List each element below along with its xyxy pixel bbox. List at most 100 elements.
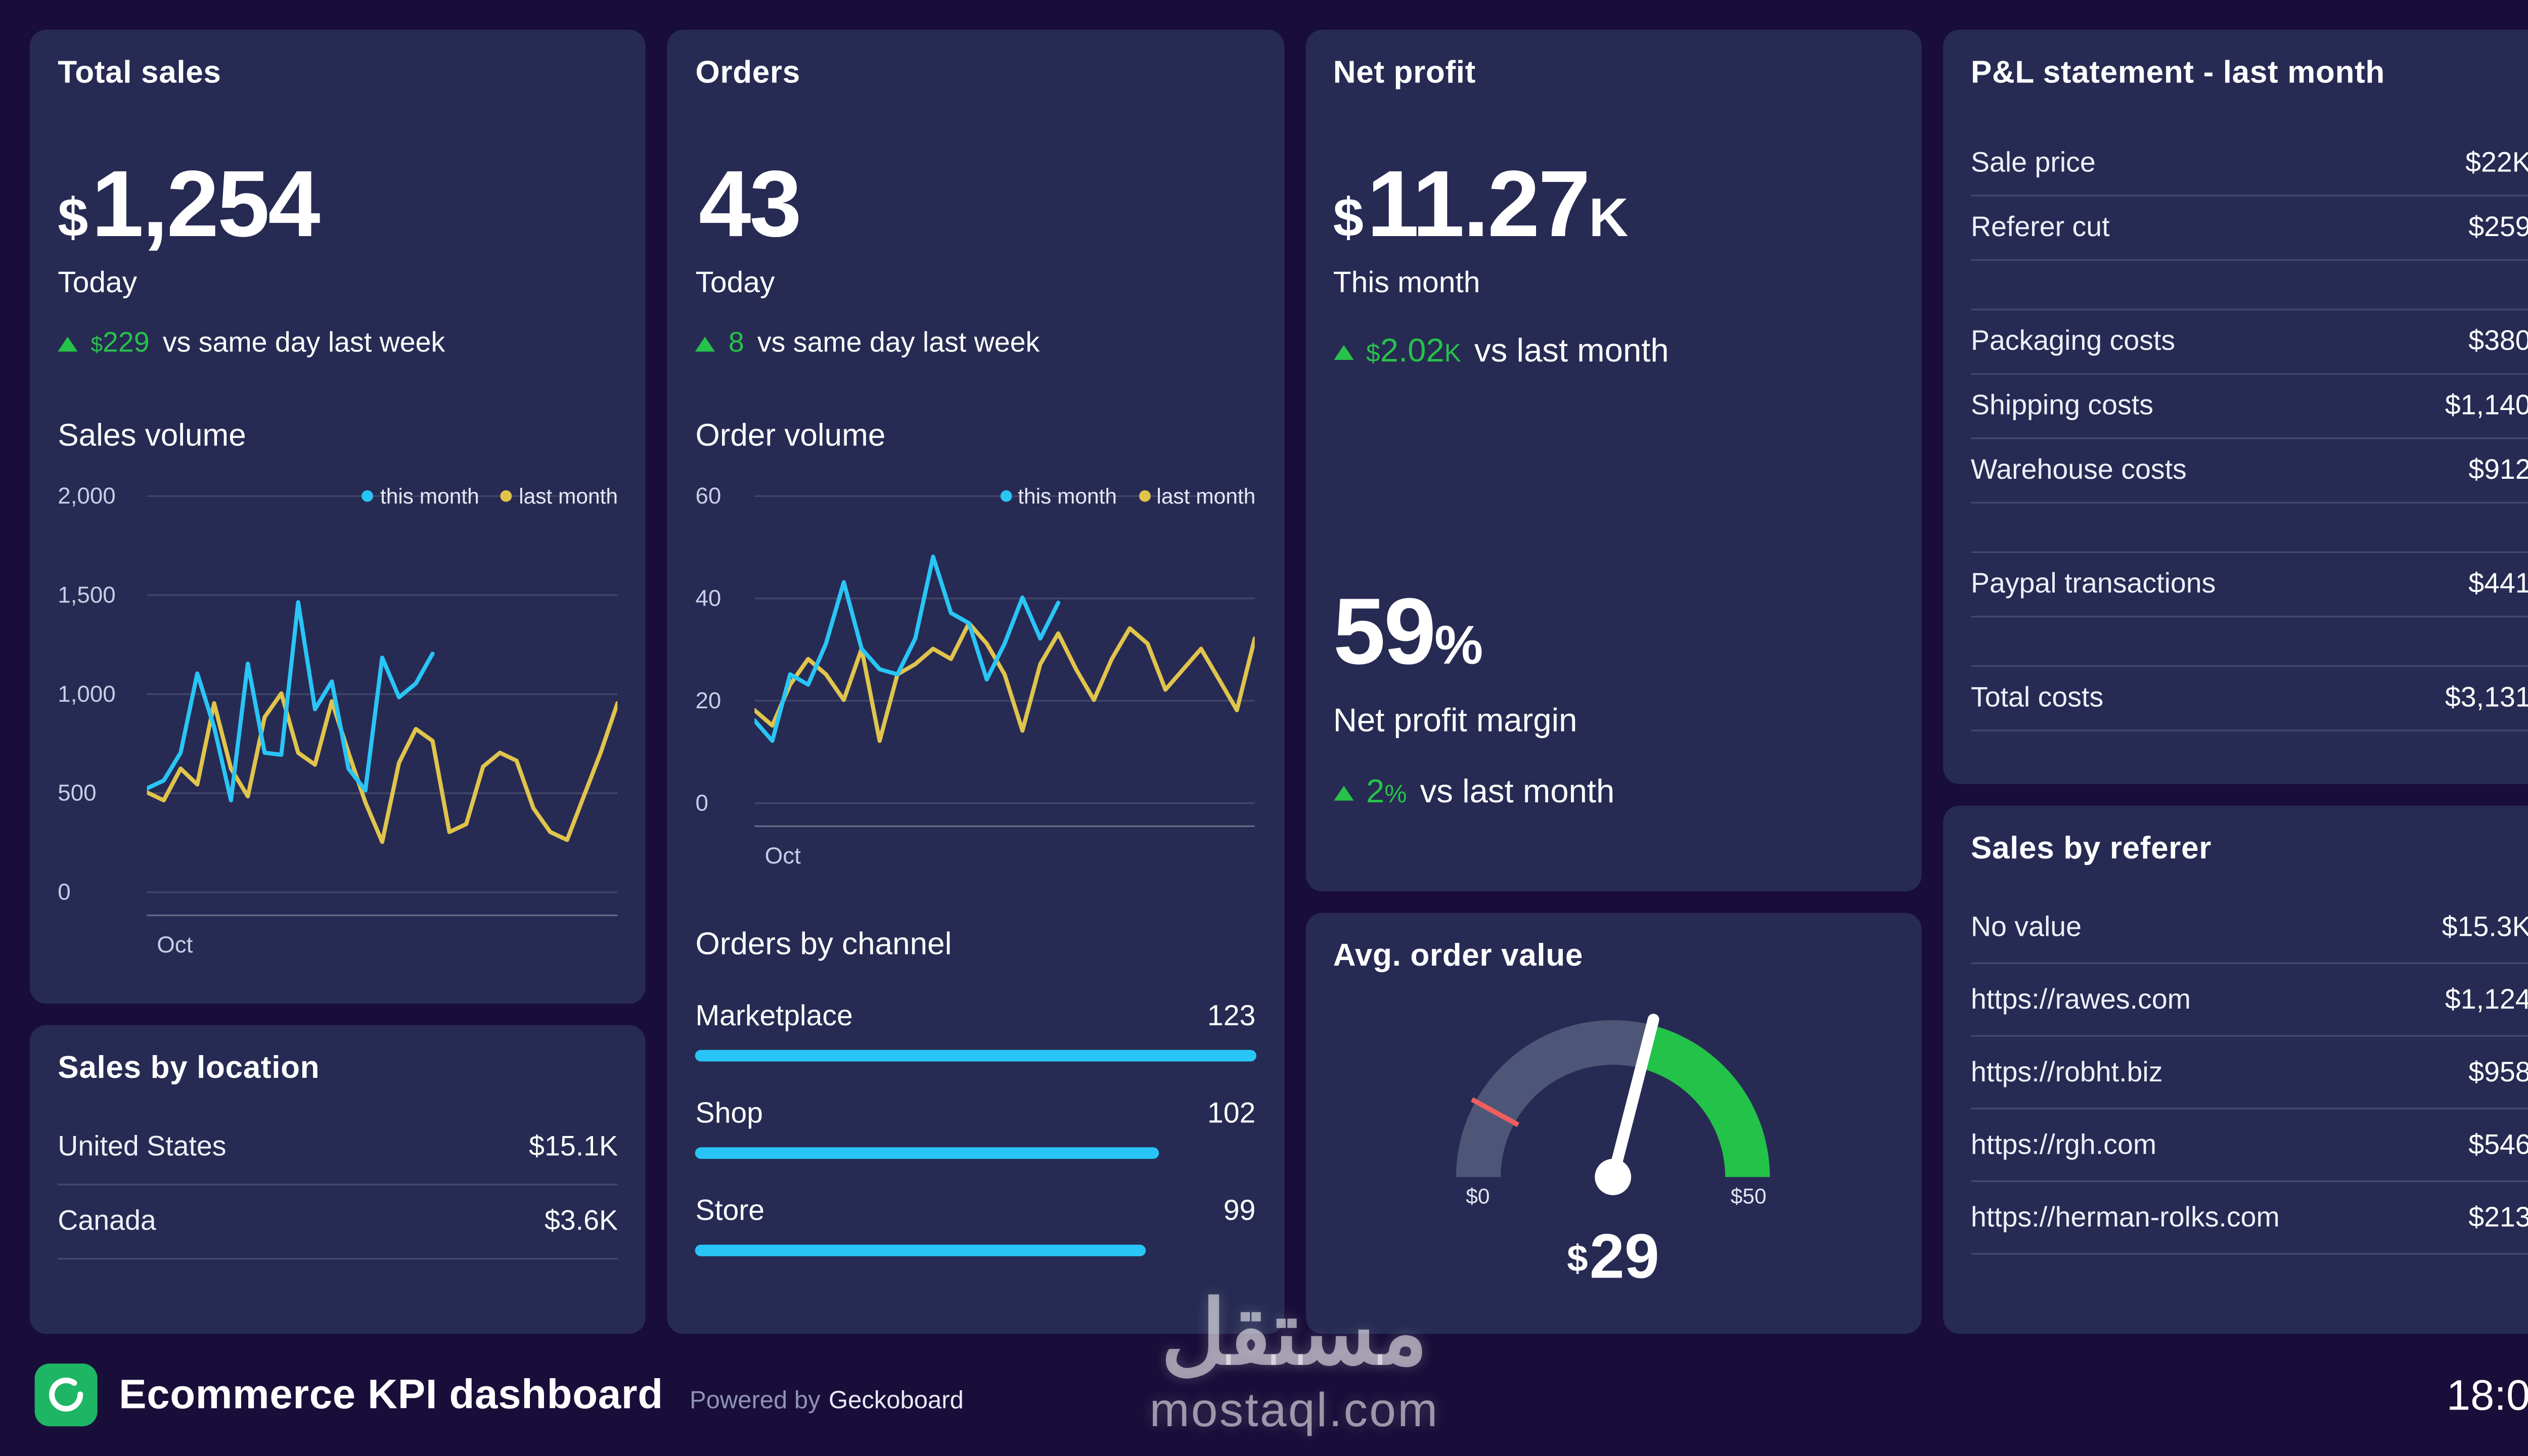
row-label: https://robht.biz xyxy=(1970,1056,2163,1087)
legend-dot-icon xyxy=(1000,490,1012,502)
orders-card: Orders 43 Today 8 vs same day last week … xyxy=(667,29,1284,1334)
column-1: Total sales $1,254 Today $229 vs same da… xyxy=(29,29,646,1334)
row-label: Sale price xyxy=(1970,147,2096,178)
period-label: This month xyxy=(1333,265,1480,299)
legend-item: last month xyxy=(1138,484,1255,509)
currency-symbol: $ xyxy=(1333,188,1364,250)
net-profit-margin-value: 59% xyxy=(1333,585,1893,680)
sales-volume-title: Sales volume xyxy=(58,419,246,454)
value-number: 29 xyxy=(1589,1223,1659,1293)
channel-bar-fill xyxy=(695,1245,1147,1256)
x-axis-label: Oct xyxy=(157,931,193,958)
channel-label: Shop xyxy=(695,1096,763,1129)
row-value: $22K xyxy=(2465,147,2528,178)
chart-legend: this month last month xyxy=(1000,484,1255,509)
channel-head: Shop 102 xyxy=(696,1096,1256,1131)
delta-amount: 2% xyxy=(1366,774,1407,812)
sales-volume-chart: 2,000 1,500 1,000 500 0 this month last month O… xyxy=(58,482,620,971)
pnl-statement-title: P&L statement - last month xyxy=(1970,56,2385,91)
y-axis-label: 60 xyxy=(695,482,721,509)
net-profit-card: Net profit $11.27K This month $2.02K vs … xyxy=(1305,29,1921,892)
series-last-month xyxy=(145,691,620,844)
gauge-needle-hub xyxy=(1595,1159,1632,1196)
gauge-wrap: $0 $50 $29 xyxy=(1333,992,1893,1294)
sales-by-referer-card: Sales by referer No value $15.3K https://r… xyxy=(1943,805,2528,1334)
row-value: $15.3K xyxy=(2442,910,2528,942)
channel-head: Marketplace 123 xyxy=(696,999,1256,1034)
table-row: United States $15.1K xyxy=(58,1111,618,1186)
value-number: 59 xyxy=(1333,579,1436,686)
period-label: Today xyxy=(58,265,138,299)
row-value: $259 xyxy=(2468,211,2528,243)
orders-by-channel-list: Marketplace 123 Shop 102 Store 99 xyxy=(695,999,1256,1256)
gauge-needle xyxy=(1607,1014,1660,1183)
channel-bar xyxy=(695,1147,1256,1159)
clock: 18:08 xyxy=(2446,1369,2528,1419)
order-volume-chart: 60 40 20 0 this month last month Oct xyxy=(695,482,1257,882)
arrow-up-icon xyxy=(695,336,715,351)
channel-bar-fill xyxy=(695,1147,1160,1159)
arrow-up-icon xyxy=(1333,786,1353,801)
row-value: $912 xyxy=(2468,453,2528,485)
orders-value: 43 xyxy=(696,158,1256,252)
row-value: $441 xyxy=(2468,568,2528,600)
total-sales-title: Total sales xyxy=(58,56,221,91)
table-row: https://herman-rolks.com $213 xyxy=(1970,1182,2528,1255)
sales-by-location-card: Sales by location United States $15.1K Can… xyxy=(29,1025,646,1334)
row-label: Referer cut xyxy=(1970,211,2110,243)
row-label: https://rawes.com xyxy=(1970,983,2191,1015)
row-value: $3.6K xyxy=(544,1205,618,1237)
row-label: Canada xyxy=(58,1205,156,1237)
series-this-month xyxy=(752,554,1061,743)
row-label: Warehouse costs xyxy=(1970,453,2187,485)
value-suffix: % xyxy=(1434,615,1483,677)
series-this-month xyxy=(145,600,435,803)
legend-item: this month xyxy=(1000,484,1117,509)
channel-row: Marketplace 123 xyxy=(695,999,1256,1062)
total-sales-value: $1,254 xyxy=(58,158,618,252)
legend-dot-icon xyxy=(362,490,374,502)
channel-bar xyxy=(695,1245,1256,1256)
table-row: Total costs $3,131 xyxy=(1970,667,2528,732)
channel-value: 99 xyxy=(1223,1193,1256,1227)
column-3: Net profit $11.27K This month $2.02K vs … xyxy=(1305,29,1921,1334)
pnl-statement-card: P&L statement - last month Sale price $22… xyxy=(1943,29,2528,785)
y-axis-label: 2,000 xyxy=(58,482,116,509)
sales-by-referer-title: Sales by referer xyxy=(1970,832,2212,867)
row-value: $213 xyxy=(2468,1201,2528,1233)
y-axis-label: 1,000 xyxy=(58,680,116,707)
channel-bar xyxy=(695,1050,1256,1062)
row-label: Paypal transactions xyxy=(1970,568,2216,600)
y-axis-label: 0 xyxy=(695,789,708,816)
delta-sym: $ xyxy=(91,332,103,357)
chart-legend: this month last month xyxy=(362,484,618,509)
gauge-value: $29 xyxy=(1567,1223,1659,1294)
legend-dot-icon xyxy=(1138,490,1150,502)
orders-title: Orders xyxy=(695,56,800,91)
series-last-month xyxy=(752,621,1257,743)
avg-order-value-card: Avg. order value $0 $50 $29 xyxy=(1305,913,1921,1334)
arrow-up-icon xyxy=(58,336,78,351)
table-row: https://rawes.com $1,124 xyxy=(1970,964,2528,1037)
table-row: Warehouse costs $912 xyxy=(1970,439,2528,504)
brand-label: Geckoboard xyxy=(828,1386,964,1414)
arrow-up-icon xyxy=(1333,345,1353,360)
row-label: United States xyxy=(58,1130,227,1162)
channel-value: 102 xyxy=(1207,1096,1256,1129)
order-volume-title: Order volume xyxy=(695,419,886,454)
legend-item: last month xyxy=(501,484,618,509)
column-4: P&L statement - last month Sale price $22… xyxy=(1943,29,2528,1334)
row-value: $380 xyxy=(2468,325,2528,357)
delta-num: 229 xyxy=(103,327,150,358)
gauge-threshold-marker xyxy=(1471,1097,1520,1127)
avg-order-value-title: Avg. order value xyxy=(1333,939,1584,974)
delta-amount: $2.02K xyxy=(1366,334,1461,372)
delta-suf: % xyxy=(1384,781,1407,809)
net-profit-value: $11.27K xyxy=(1333,158,1893,252)
sales-by-location-table: United States $15.1K Canada $3.6K xyxy=(58,1111,618,1260)
total-sales-delta: $229 vs same day last week xyxy=(58,327,618,360)
gauge-max-label: $50 xyxy=(1730,1184,1767,1209)
legend-label: last month xyxy=(1156,483,1256,509)
dashboard-title: Ecommerce KPI dashboard xyxy=(119,1371,663,1418)
delta-caption: vs same day last week xyxy=(757,327,1040,358)
